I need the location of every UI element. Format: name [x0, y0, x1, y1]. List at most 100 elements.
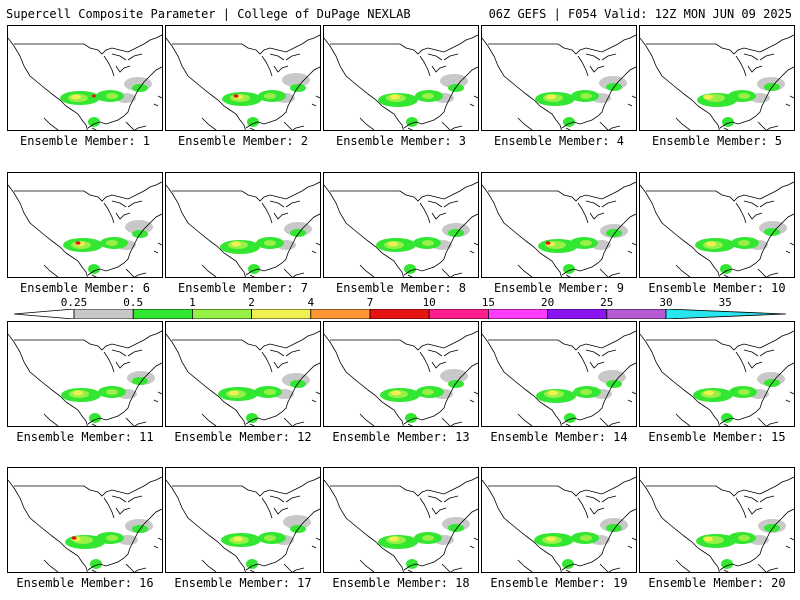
map-outline	[245, 213, 320, 276]
colorbar-max-arrow	[665, 309, 786, 319]
scp-contour	[264, 389, 276, 395]
scp-contour	[264, 93, 276, 99]
scp-contour	[71, 94, 81, 100]
map-outline	[561, 66, 636, 129]
ensemble-member-label: Ensemble Member: 1	[19, 134, 151, 148]
map-outline	[450, 421, 463, 426]
ensemble-member-label: Ensemble Member: 11	[16, 430, 154, 444]
map-outline	[419, 349, 459, 373]
map-outline	[14, 34, 162, 55]
scp-contour	[264, 535, 276, 541]
scp-contour	[92, 94, 96, 98]
ensemble-member-panel	[639, 467, 795, 573]
ensemble-member-label: Ensemble Member: 8	[335, 281, 467, 295]
map-outline	[577, 53, 617, 77]
map-outline	[646, 476, 794, 497]
map-outline	[608, 567, 621, 572]
map-outline	[627, 391, 636, 403]
scp-contour	[598, 370, 626, 384]
map-outline	[450, 567, 463, 572]
ensemble-member-panel	[7, 321, 163, 427]
colorbar-tick-label: 25	[600, 296, 614, 309]
scp-contour	[721, 413, 733, 423]
map-outline	[488, 181, 636, 202]
map-outline	[324, 37, 404, 130]
map-outline	[166, 333, 246, 426]
map-outline	[719, 213, 794, 276]
ensemble-member-panel	[481, 25, 637, 131]
map-outline	[103, 349, 143, 373]
map-outline	[403, 362, 478, 425]
map-outline	[8, 37, 88, 130]
map-outline	[482, 479, 562, 572]
ensemble-member-panel	[323, 172, 479, 278]
map-outline	[311, 537, 320, 549]
map-outline	[719, 508, 794, 571]
map-outline	[359, 559, 451, 572]
map-outline	[261, 200, 301, 224]
map-outline	[469, 242, 478, 254]
map-outline	[134, 272, 147, 277]
map-outline	[766, 125, 779, 130]
scp-contour	[580, 535, 592, 541]
ensemble-member-label: Ensemble Member: 12	[174, 430, 312, 444]
map-outline	[646, 181, 794, 202]
map-outline	[14, 476, 162, 497]
ensemble-member-label: Ensemble Member: 14	[490, 430, 628, 444]
scp-contour	[125, 220, 153, 234]
map-outline	[245, 508, 320, 571]
colorbar-swatch	[487, 309, 548, 319]
map-outline	[785, 95, 794, 107]
scp-contour	[106, 535, 118, 541]
map-outline	[577, 200, 617, 224]
ensemble-member-panel	[165, 172, 321, 278]
scp-contour	[283, 515, 311, 529]
conus-map	[166, 330, 320, 426]
scp-contour	[580, 240, 592, 246]
map-outline	[103, 495, 143, 519]
colorbar-tick-label: 1	[189, 296, 196, 309]
map-outline	[785, 242, 794, 254]
conus-map	[640, 34, 794, 130]
scp-contour	[282, 73, 310, 87]
map-outline	[330, 181, 478, 202]
map-outline	[469, 391, 478, 403]
scp-contour	[246, 559, 258, 569]
scp-contour	[440, 369, 468, 383]
ensemble-member-panel	[323, 25, 479, 131]
map-outline	[482, 37, 562, 130]
ensemble-member-panel	[7, 172, 163, 278]
conus-map	[166, 181, 320, 277]
ensemble-member-panel	[481, 321, 637, 427]
scp-contour	[233, 536, 243, 542]
map-outline	[311, 391, 320, 403]
map-outline	[766, 272, 779, 277]
scp-contour	[106, 389, 118, 395]
ensemble-member-panel	[165, 321, 321, 427]
ensemble-member-panel	[639, 25, 795, 131]
map-outline	[627, 95, 636, 107]
scp-contour	[721, 559, 733, 569]
map-outline	[43, 117, 135, 130]
map-outline	[640, 333, 720, 426]
map-outline	[766, 567, 779, 572]
colorbar-swatch	[191, 309, 252, 319]
map-outline	[153, 537, 162, 549]
map-outline	[8, 184, 88, 277]
map-outline	[627, 242, 636, 254]
scp-contour	[440, 74, 468, 88]
scp-contour	[422, 240, 434, 246]
conus-map	[482, 34, 636, 130]
map-outline	[166, 37, 246, 130]
map-outline	[450, 125, 463, 130]
scp-contour	[706, 241, 716, 247]
map-outline	[87, 508, 162, 571]
ensemble-member-label: Ensemble Member: 20	[648, 576, 786, 590]
map-outline	[330, 476, 478, 497]
ensemble-member-label: Ensemble Member: 6	[19, 281, 151, 295]
map-outline	[103, 53, 143, 77]
chart-title: Supercell Composite Parameter | College …	[6, 7, 411, 21]
colorbar-tick-label: 35	[718, 296, 732, 309]
map-outline	[8, 479, 88, 572]
colorbar-swatch	[428, 309, 489, 319]
